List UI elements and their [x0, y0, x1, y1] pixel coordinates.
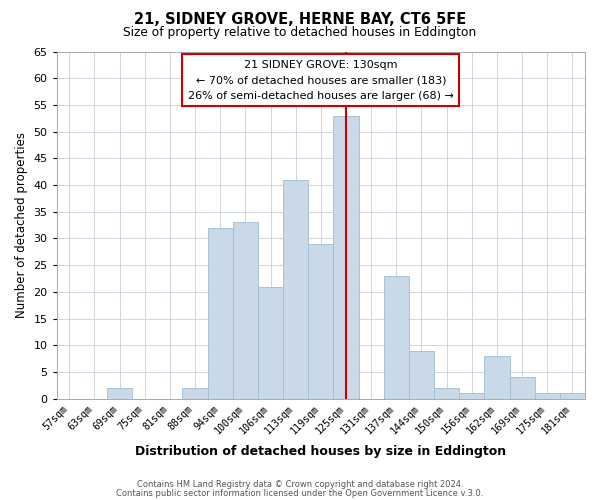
- Text: 21 SIDNEY GROVE: 130sqm
← 70% of detached houses are smaller (183)
26% of semi-d: 21 SIDNEY GROVE: 130sqm ← 70% of detache…: [188, 60, 454, 100]
- Bar: [409, 350, 434, 399]
- Y-axis label: Number of detached properties: Number of detached properties: [15, 132, 28, 318]
- Bar: [182, 388, 208, 399]
- Bar: [434, 388, 459, 399]
- Bar: [258, 286, 283, 399]
- Bar: [384, 276, 409, 399]
- Bar: [484, 356, 509, 399]
- Bar: [208, 228, 233, 399]
- Text: 21, SIDNEY GROVE, HERNE BAY, CT6 5FE: 21, SIDNEY GROVE, HERNE BAY, CT6 5FE: [134, 12, 466, 28]
- Text: Size of property relative to detached houses in Eddington: Size of property relative to detached ho…: [124, 26, 476, 39]
- Bar: [107, 388, 132, 399]
- Bar: [334, 116, 359, 399]
- Bar: [535, 394, 560, 399]
- Bar: [509, 378, 535, 399]
- Bar: [308, 244, 334, 399]
- Bar: [459, 394, 484, 399]
- X-axis label: Distribution of detached houses by size in Eddington: Distribution of detached houses by size …: [135, 444, 506, 458]
- Bar: [560, 394, 585, 399]
- Text: Contains HM Land Registry data © Crown copyright and database right 2024.: Contains HM Land Registry data © Crown c…: [137, 480, 463, 489]
- Bar: [233, 222, 258, 399]
- Text: Contains public sector information licensed under the Open Government Licence v.: Contains public sector information licen…: [116, 488, 484, 498]
- Bar: [283, 180, 308, 399]
